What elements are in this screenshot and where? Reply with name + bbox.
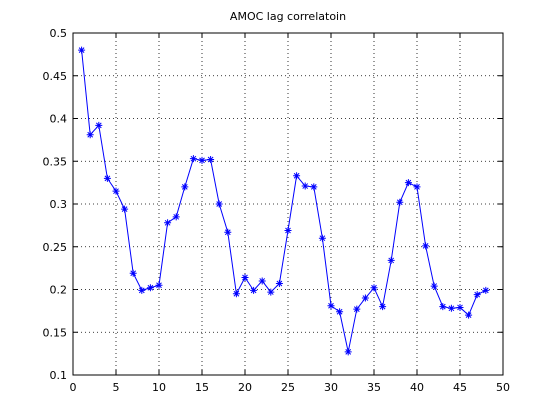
data-marker [447, 304, 455, 312]
data-marker [344, 348, 352, 356]
data-marker [198, 156, 206, 164]
x-tick-label: 10 [152, 381, 166, 394]
data-marker [155, 281, 163, 289]
data-marker [129, 269, 137, 277]
data-marker [361, 294, 369, 302]
data-marker [310, 183, 318, 191]
plot-frame [72, 32, 504, 376]
chart-title: AMOC lag correlatoin [230, 10, 346, 23]
data-marker [275, 280, 283, 288]
data-marker [396, 198, 404, 206]
x-tick-label: 30 [324, 381, 338, 394]
data-marker [336, 308, 344, 316]
data-marker [181, 183, 189, 191]
y-tick-label: 0.2 [50, 284, 68, 297]
data-marker [146, 284, 154, 292]
x-tick-label: 45 [453, 381, 467, 394]
data-marker [224, 228, 232, 236]
data-marker [138, 286, 146, 294]
data-marker [172, 213, 180, 221]
data-marker [465, 311, 473, 319]
x-tick-label: 20 [238, 381, 252, 394]
data-marker [387, 256, 395, 264]
data-marker [456, 303, 464, 311]
data-marker [95, 121, 103, 129]
data-marker [284, 227, 292, 235]
x-tick-label: 15 [195, 381, 209, 394]
y-tick-label: 0.5 [50, 27, 68, 40]
data-marker [404, 179, 412, 187]
data-marker [215, 200, 223, 208]
data-marker [293, 172, 301, 180]
data-marker [353, 305, 361, 313]
data-marker [301, 182, 309, 190]
y-tick-label: 0.15 [43, 326, 68, 339]
data-marker [164, 219, 172, 227]
data-marker [430, 282, 438, 290]
x-tick-label: 0 [70, 381, 77, 394]
x-tick-label: 25 [281, 381, 295, 394]
data-marker [86, 131, 94, 139]
data-marker [473, 291, 481, 299]
data-marker [189, 155, 197, 163]
data-marker [439, 303, 447, 311]
data-marker [207, 156, 215, 164]
y-tick-label: 0.35 [43, 155, 68, 168]
data-marker [413, 183, 421, 191]
x-tick-label: 40 [410, 381, 424, 394]
x-tick-label: 5 [113, 381, 120, 394]
data-marker [318, 234, 326, 242]
y-tick-label: 0.1 [50, 369, 68, 382]
data-marker [103, 174, 111, 182]
data-marker [241, 274, 249, 282]
data-marker [370, 284, 378, 292]
data-marker [327, 302, 335, 310]
data-marker [121, 205, 129, 213]
data-marker [422, 242, 430, 250]
x-tick-label: 35 [367, 381, 381, 394]
y-tick-label: 0.3 [50, 198, 68, 211]
y-tick-label: 0.25 [43, 241, 68, 254]
data-marker [482, 286, 490, 294]
data-marker [232, 290, 240, 298]
y-tick-label: 0.45 [43, 70, 68, 83]
data-marker [112, 187, 120, 195]
data-marker [379, 303, 387, 311]
x-tick-label: 50 [496, 381, 510, 394]
y-tick-label: 0.4 [50, 113, 68, 126]
data-marker [78, 46, 86, 54]
data-marker [250, 286, 258, 294]
data-marker [267, 288, 275, 296]
data-marker [258, 277, 266, 285]
